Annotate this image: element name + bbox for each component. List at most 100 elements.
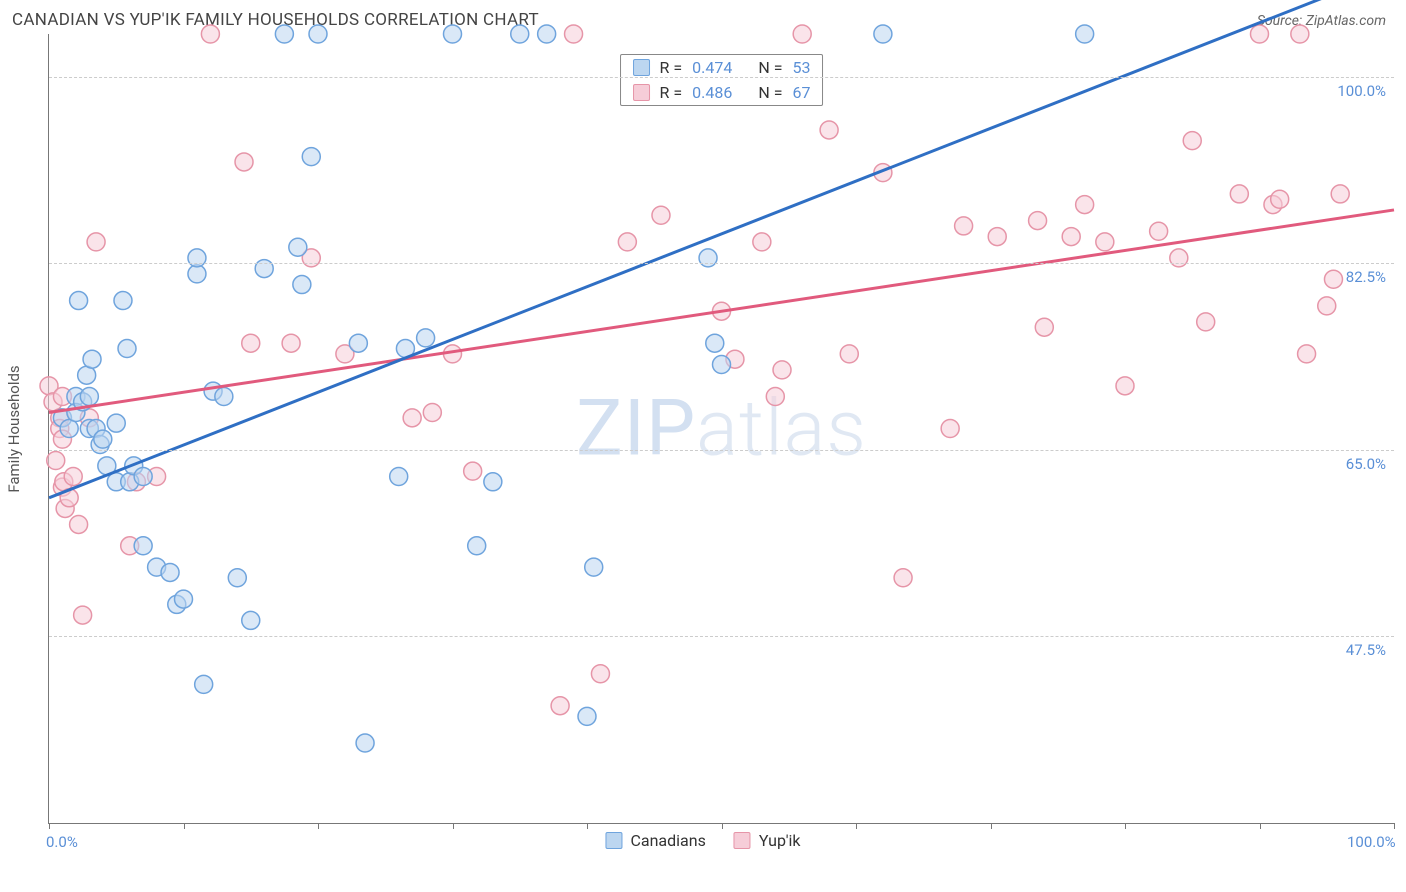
- scatter-point: [107, 414, 125, 432]
- correlation-legend-row: R = 0.486 N = 67: [621, 80, 823, 105]
- n-label: N =: [758, 83, 782, 102]
- gridline: [49, 263, 1394, 264]
- scatter-point: [302, 148, 320, 166]
- legend-label: Yup'ik: [759, 831, 801, 850]
- scatter-point: [175, 590, 193, 608]
- scatter-point: [70, 515, 88, 533]
- scatter-point: [215, 388, 233, 406]
- scatter-point: [1062, 228, 1080, 246]
- x-tick: [184, 823, 185, 829]
- scatter-point: [793, 25, 811, 43]
- scatter-point: [1251, 25, 1269, 43]
- scatter-point: [1331, 185, 1349, 203]
- scatter-point: [1230, 185, 1248, 203]
- x-tick: [1394, 823, 1395, 829]
- n-value-canadians: 53: [792, 58, 810, 77]
- scatter-point: [618, 233, 636, 251]
- correlation-legend: R = 0.474 N = 53 R = 0.486 N = 67: [620, 54, 824, 106]
- chart-title: CANADIAN VS YUP'IK FAMILY HOUSEHOLDS COR…: [12, 10, 539, 30]
- n-label: N =: [758, 58, 782, 77]
- y-tick-label: 47.5%: [1346, 641, 1386, 659]
- scatter-point: [228, 569, 246, 587]
- x-tick: [49, 823, 50, 829]
- scatter-point: [1291, 25, 1309, 43]
- scatter-point: [87, 233, 105, 251]
- legend-item-yupik: Yup'ik: [734, 831, 801, 850]
- scatter-point: [1318, 297, 1336, 315]
- swatch-yupik: [734, 832, 751, 849]
- x-tick: [587, 823, 588, 829]
- y-tick-label: 65.0%: [1346, 455, 1386, 473]
- scatter-point: [511, 25, 529, 43]
- scatter-point: [1298, 345, 1316, 363]
- scatter-point: [578, 707, 596, 725]
- scatter-point: [83, 350, 101, 368]
- scatter-point: [1096, 233, 1114, 251]
- scatter-point: [118, 340, 136, 358]
- y-tick-label: 82.5%: [1346, 268, 1386, 286]
- scatter-point: [955, 217, 973, 235]
- scatter-point: [64, 467, 82, 485]
- r-label: R =: [660, 58, 683, 77]
- source-value: ZipAtlas.com: [1306, 13, 1386, 29]
- x-axis-min-label: 0.0%: [46, 833, 78, 851]
- swatch-canadians: [633, 59, 650, 76]
- scatter-point: [444, 25, 462, 43]
- trend-line: [49, 210, 1394, 413]
- y-axis-title: Family Households: [5, 365, 23, 492]
- scatter-point: [652, 206, 670, 224]
- scatter-point: [134, 537, 152, 555]
- scatter-point: [820, 121, 838, 139]
- scatter-point: [423, 404, 441, 422]
- scatter-point: [1183, 132, 1201, 150]
- scatter-point: [289, 238, 307, 256]
- scatter-point: [551, 697, 569, 715]
- scatter-point: [773, 361, 791, 379]
- scatter-point: [70, 292, 88, 310]
- x-tick: [1125, 823, 1126, 829]
- scatter-point: [988, 228, 1006, 246]
- scatter-point: [309, 25, 327, 43]
- scatter-point: [894, 569, 912, 587]
- scatter-point: [565, 25, 583, 43]
- scatter-point: [390, 467, 408, 485]
- scatter-svg: [49, 34, 1394, 823]
- scatter-point: [195, 675, 213, 693]
- series-legend: Canadians Yup'ik: [605, 831, 800, 850]
- scatter-point: [403, 409, 421, 427]
- r-label: R =: [660, 83, 683, 102]
- scatter-point: [753, 233, 771, 251]
- r-value-canadians: 0.474: [692, 58, 732, 77]
- legend-label: Canadians: [630, 831, 705, 850]
- swatch-yupik: [633, 84, 650, 101]
- scatter-point: [349, 334, 367, 352]
- scatter-point: [275, 25, 293, 43]
- chart-plot-area: ZIPatlas R = 0.474 N = 53 R = 0.486 N = …: [48, 34, 1394, 824]
- scatter-point: [538, 25, 556, 43]
- legend-item-canadians: Canadians: [605, 831, 705, 850]
- x-tick: [991, 823, 992, 829]
- y-tick-label: 100.0%: [1337, 82, 1386, 100]
- scatter-point: [1271, 190, 1289, 208]
- scatter-point: [1116, 377, 1134, 395]
- scatter-point: [293, 276, 311, 294]
- scatter-point: [766, 388, 784, 406]
- scatter-point: [941, 420, 959, 438]
- scatter-point: [242, 334, 260, 352]
- scatter-point: [161, 563, 179, 581]
- scatter-point: [1197, 313, 1215, 331]
- r-value-yupik: 0.486: [692, 83, 732, 102]
- scatter-point: [585, 558, 603, 576]
- scatter-point: [1076, 196, 1094, 214]
- scatter-point: [134, 467, 152, 485]
- scatter-point: [1029, 212, 1047, 230]
- scatter-point: [468, 537, 486, 555]
- gridline: [49, 636, 1394, 637]
- scatter-point: [1035, 318, 1053, 336]
- scatter-point: [114, 292, 132, 310]
- scatter-point: [1076, 25, 1094, 43]
- scatter-point: [1324, 270, 1342, 288]
- scatter-point: [1150, 222, 1168, 240]
- scatter-point: [201, 25, 219, 43]
- scatter-point: [356, 734, 374, 752]
